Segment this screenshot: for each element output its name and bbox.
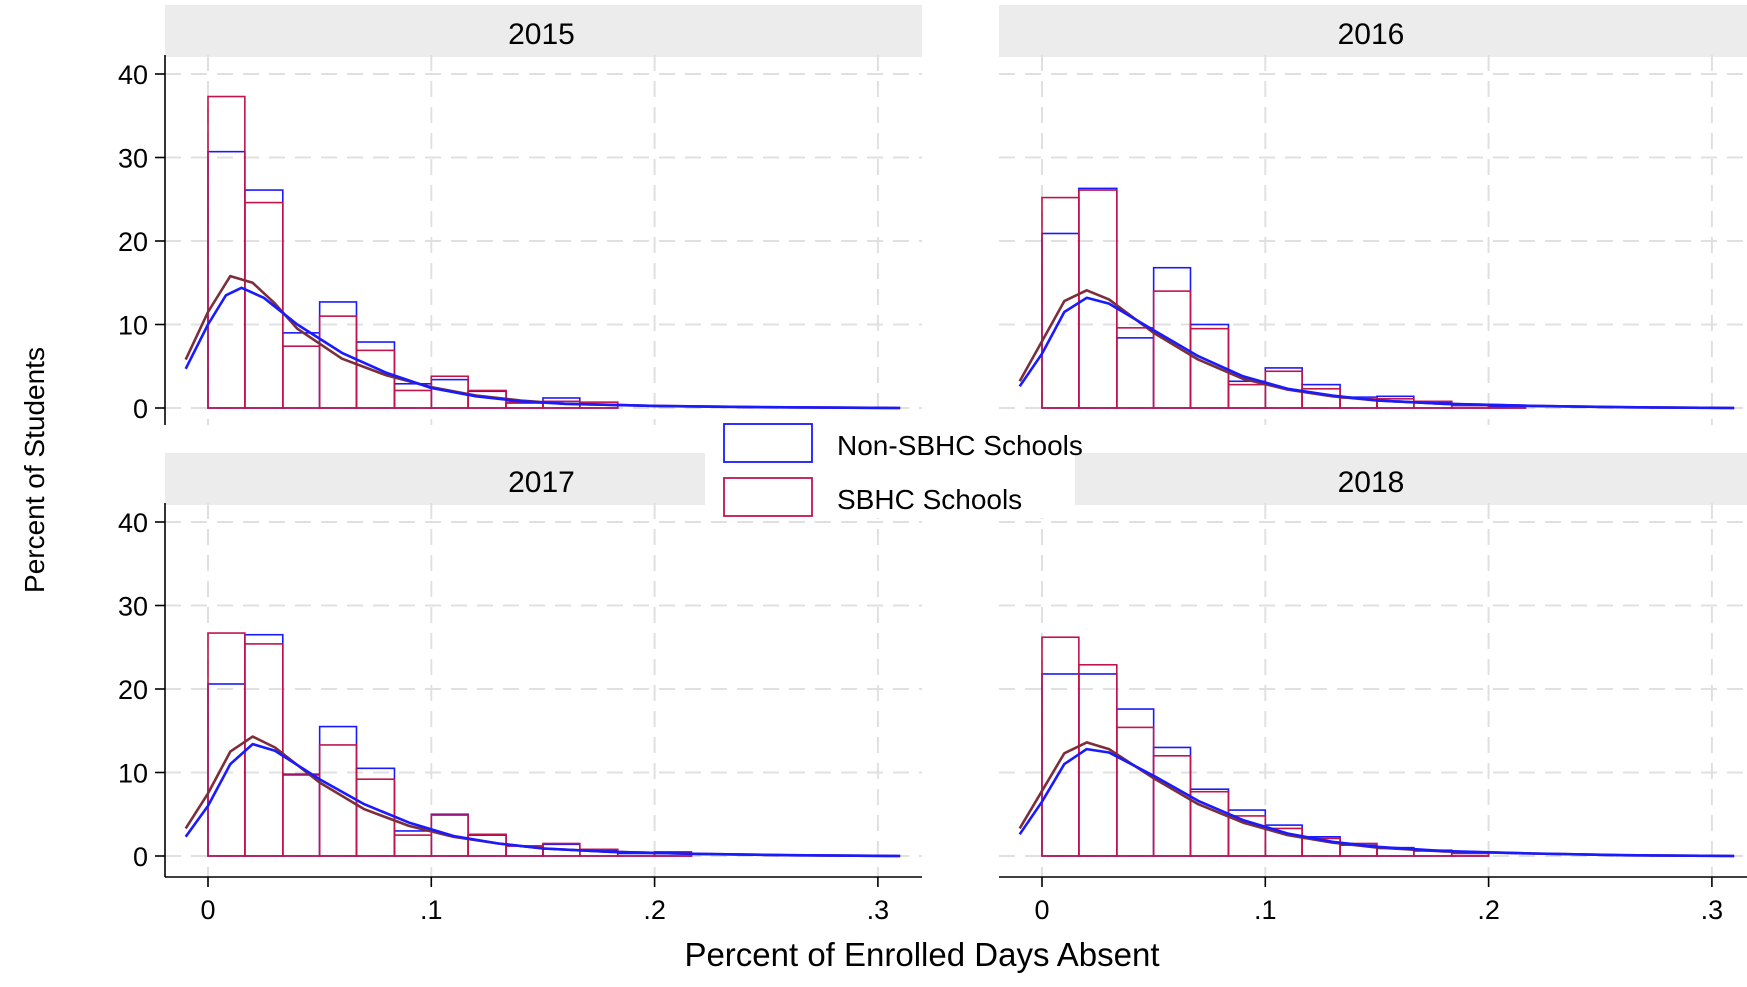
bar-sbhc: [1116, 726, 1155, 857]
legend-swatch-non-sbhc: [723, 423, 813, 463]
x-axis: 0 .1 .2 .3: [165, 876, 922, 925]
gridlines: [165, 55, 922, 425]
legend: Non-SBHC Schools SBHC Schools: [705, 416, 1083, 518]
bar-sbhc: [1189, 790, 1230, 857]
y-tick-label: 20: [118, 675, 148, 705]
kde-line-non-sbhc: [1018, 296, 1735, 410]
kde-line-sbhc: [184, 274, 901, 410]
y-axis: 0 10 20 30 40: [118, 55, 166, 425]
y-tick-label: 10: [118, 311, 148, 341]
panel-title-strip: [165, 5, 922, 57]
x-axis-title: Percent of Enrolled Days Absent: [684, 936, 1159, 973]
panel-title: 2015: [508, 18, 575, 51]
bar-sbhc: [467, 833, 507, 857]
legend-label-sbhc: SBHC Schools: [837, 484, 1022, 515]
bar-sbhc: [1450, 852, 1490, 857]
kde-line-non-sbhc: [1018, 747, 1735, 858]
x-tick-label: .3: [1701, 895, 1724, 925]
panel-title-strip: [999, 453, 1747, 505]
y-tick-label: 40: [118, 508, 148, 538]
bar-sbhc: [393, 834, 433, 857]
x-tick-label: .1: [420, 895, 443, 925]
x-tick-label: .2: [1477, 895, 1500, 925]
kde-line-sbhc: [1018, 741, 1735, 858]
bar-sbhc: [282, 345, 321, 409]
bar-sbhc: [393, 389, 433, 409]
panel-title: 2018: [1338, 466, 1405, 499]
histograms: [1041, 187, 1527, 409]
bar-sbhc: [1116, 327, 1155, 409]
panel-title: 2017: [508, 466, 575, 499]
bar-sbhc: [1078, 663, 1118, 857]
bar-non-sbhc: [282, 332, 321, 409]
bar-non-sbhc: [1078, 673, 1118, 857]
x-tick-label: .2: [643, 895, 666, 925]
bar-non-sbhc: [1152, 266, 1192, 409]
y-tick-label: 30: [118, 144, 148, 174]
panels: 2015010203040201620170102030400.1.2.3201…: [118, 5, 1747, 925]
y-axis-title: Percent of Students: [19, 347, 50, 593]
panel-2017: 2017 0 10 20 30 40 0 .1 .2 .3: [118, 453, 922, 925]
bar-sbhc: [207, 95, 246, 409]
bar-non-sbhc: [282, 773, 321, 857]
y-tick-label: 0: [133, 394, 148, 424]
bar-sbhc: [355, 349, 396, 409]
gridlines: [999, 503, 1747, 877]
bar-sbhc: [1078, 189, 1118, 409]
x-axis: 0 .1 .2 .3: [999, 876, 1747, 925]
kde-line-sbhc: [184, 735, 901, 858]
panel-title: 2016: [1338, 18, 1405, 51]
bar-sbhc: [244, 201, 284, 409]
y-tick-label: 0: [133, 842, 148, 872]
bar-sbhc: [1227, 383, 1267, 409]
bar-non-sbhc: [1041, 673, 1080, 857]
legend-background: [705, 416, 1075, 518]
bar-non-sbhc: [1116, 337, 1155, 409]
kde-line-non-sbhc: [184, 742, 901, 858]
gridlines: [165, 503, 922, 877]
kde-line-non-sbhc: [184, 286, 901, 410]
bar-non-sbhc: [318, 725, 358, 857]
x-tick-label: .1: [1254, 895, 1277, 925]
y-tick-label: 30: [118, 592, 148, 622]
legend-label-non-sbhc: Non-SBHC Schools: [837, 430, 1083, 461]
bar-sbhc: [1041, 196, 1080, 409]
panel-2016: 2016: [999, 5, 1747, 425]
bar-sbhc: [282, 774, 321, 857]
legend-swatch-sbhc: [723, 477, 813, 517]
panel-title-strip: [999, 5, 1747, 57]
kde-line-sbhc: [1018, 289, 1735, 410]
histograms: [207, 95, 619, 409]
panel-2015: 2015 0 10 20 30 40: [118, 5, 922, 425]
bar-non-sbhc: [1116, 708, 1155, 857]
bar-sbhc: [1041, 636, 1080, 857]
histograms: [207, 632, 693, 857]
panel-2018: 2018 0 .1 .2 .3: [999, 453, 1747, 925]
x-tick-label: 0: [1034, 895, 1049, 925]
gridlines: [999, 55, 1747, 425]
x-tick-label: .3: [867, 895, 890, 925]
bar-non-sbhc: [1152, 746, 1192, 857]
y-axis: 0 10 20 30 40: [118, 503, 166, 877]
bar-sbhc: [1152, 754, 1192, 857]
y-tick-label: 20: [118, 227, 148, 257]
x-tick-label: 0: [200, 895, 215, 925]
y-tick-label: 40: [118, 60, 148, 90]
y-tick-label: 10: [118, 759, 148, 789]
